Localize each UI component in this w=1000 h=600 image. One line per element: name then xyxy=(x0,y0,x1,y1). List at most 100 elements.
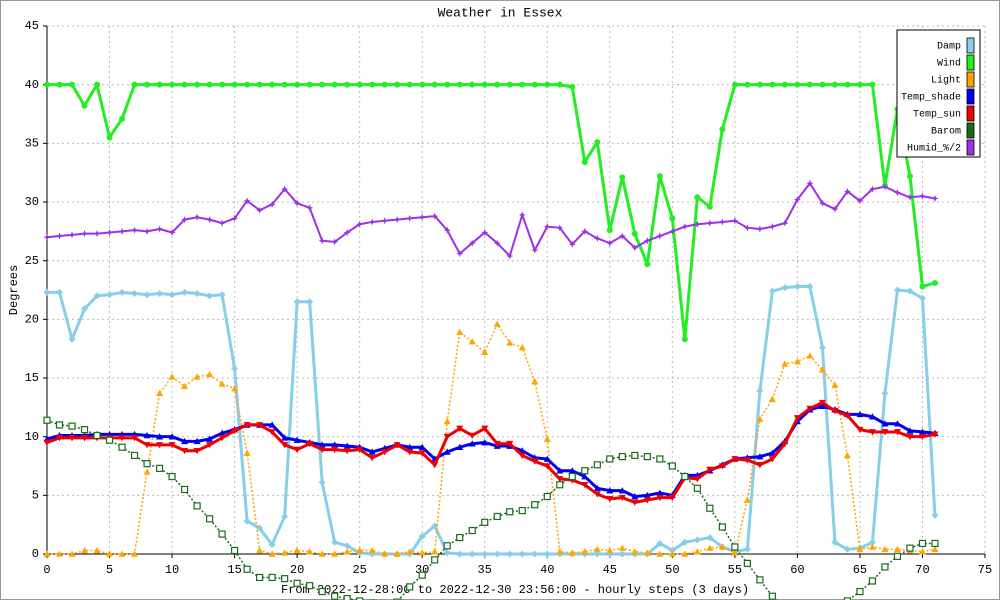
data-point xyxy=(856,545,864,553)
data-point xyxy=(368,454,376,462)
data-point xyxy=(343,442,351,449)
x-tick-label: 0 xyxy=(43,563,50,577)
data-point xyxy=(643,549,651,556)
legend-swatch xyxy=(966,105,975,122)
data-point xyxy=(731,549,739,556)
data-point xyxy=(93,292,101,300)
data-point xyxy=(931,545,939,553)
legend-label: Damp xyxy=(937,42,961,53)
data-point xyxy=(919,283,926,290)
data-point xyxy=(694,194,701,201)
data-point xyxy=(843,545,851,553)
data-point xyxy=(656,232,664,240)
data-point xyxy=(293,546,301,554)
data-point xyxy=(144,81,151,88)
data-point xyxy=(744,81,751,88)
data-point xyxy=(806,81,813,88)
data-point xyxy=(143,442,151,449)
data-point xyxy=(193,290,201,298)
data-point xyxy=(856,410,864,418)
data-point xyxy=(331,81,338,88)
data-point xyxy=(468,526,476,535)
data-point xyxy=(156,442,164,449)
data-point xyxy=(319,81,326,88)
data-point xyxy=(93,431,101,440)
data-point xyxy=(556,548,564,555)
data-point xyxy=(206,442,214,449)
data-point xyxy=(843,597,852,600)
data-point xyxy=(543,463,551,470)
data-point xyxy=(431,462,439,469)
data-point xyxy=(556,481,564,489)
data-point xyxy=(481,229,489,237)
data-point xyxy=(656,455,664,463)
data-point xyxy=(818,199,826,207)
data-point xyxy=(593,461,601,469)
data-point xyxy=(168,442,176,449)
data-point xyxy=(418,443,426,451)
data-point xyxy=(693,548,701,555)
data-point xyxy=(543,435,551,442)
data-point xyxy=(281,81,288,88)
data-point xyxy=(231,365,239,373)
data-point xyxy=(606,455,614,463)
data-point xyxy=(231,385,239,392)
data-point xyxy=(443,226,451,234)
data-point xyxy=(893,429,901,436)
data-point xyxy=(668,494,676,502)
data-point xyxy=(394,81,401,88)
data-point xyxy=(368,218,376,226)
data-point xyxy=(56,232,64,240)
data-point xyxy=(643,491,651,499)
data-point xyxy=(756,387,764,395)
x-tick-label: 60 xyxy=(790,563,804,577)
data-point xyxy=(718,523,726,531)
data-point xyxy=(443,448,451,455)
data-point xyxy=(756,576,764,584)
data-point xyxy=(218,291,226,299)
data-point xyxy=(256,524,264,532)
data-point xyxy=(681,550,689,557)
data-point xyxy=(256,422,264,429)
legend-label: Light xyxy=(931,75,961,87)
data-point xyxy=(318,550,326,557)
data-point xyxy=(156,225,164,233)
data-point xyxy=(656,550,664,557)
data-point xyxy=(168,229,176,237)
data-point xyxy=(793,282,801,290)
data-point xyxy=(568,549,576,556)
data-point xyxy=(581,227,589,235)
data-point xyxy=(468,550,476,558)
data-point xyxy=(68,550,76,557)
data-point xyxy=(218,219,226,227)
data-point xyxy=(418,450,426,457)
data-point xyxy=(368,448,376,455)
data-point xyxy=(606,496,614,503)
data-point xyxy=(293,298,301,306)
data-point xyxy=(418,549,426,556)
data-point xyxy=(393,216,401,224)
data-point xyxy=(418,213,426,221)
data-point xyxy=(893,420,901,427)
data-point xyxy=(406,583,414,591)
data-point xyxy=(781,440,789,448)
data-point xyxy=(818,399,826,407)
data-point xyxy=(881,420,889,427)
data-point xyxy=(631,244,639,252)
data-point xyxy=(331,238,339,246)
data-point xyxy=(906,173,913,180)
data-point xyxy=(543,223,551,231)
data-point xyxy=(343,229,351,237)
data-point xyxy=(181,81,188,88)
x-tick-label: 45 xyxy=(603,563,617,577)
data-point xyxy=(743,224,751,232)
data-point xyxy=(206,292,214,300)
data-point xyxy=(93,546,101,554)
data-point xyxy=(793,196,801,204)
data-point xyxy=(56,435,64,442)
data-point xyxy=(155,464,164,472)
data-point xyxy=(468,432,476,439)
data-point xyxy=(843,451,851,459)
data-point xyxy=(768,223,776,231)
data-point xyxy=(381,217,389,225)
